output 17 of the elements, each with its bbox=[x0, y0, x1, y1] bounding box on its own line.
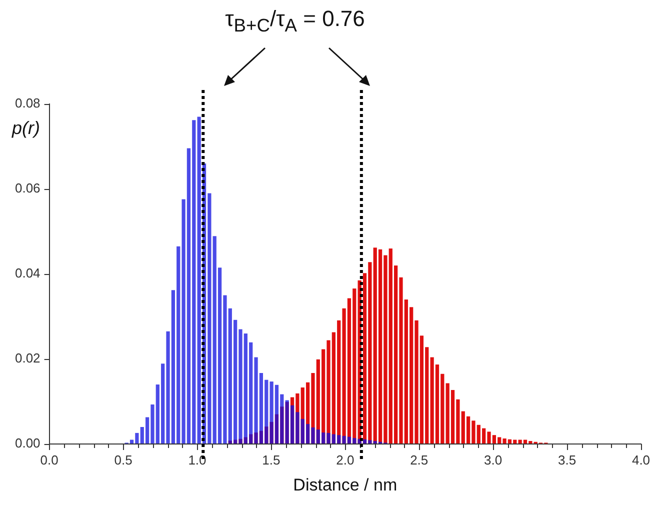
y-tick-label: 0.04 bbox=[14, 266, 40, 281]
x-tick-label: 3.0 bbox=[484, 452, 502, 468]
x-tick-label: 1.0 bbox=[188, 452, 206, 468]
x-tick-label: 1.5 bbox=[262, 452, 280, 468]
y-axis-title: p(r) bbox=[12, 118, 40, 139]
x-tick-label: 3.5 bbox=[558, 452, 576, 468]
text: τ$_{B+C}$/τ$_{A}$ = 0.76 bbox=[224, 6, 366, 36]
y-tick-label: 0.02 bbox=[14, 350, 40, 366]
y-tick-label: 0.08 bbox=[14, 96, 40, 111]
x-tick-label: 4.0 bbox=[632, 452, 650, 468]
x-tick-label: 0.0 bbox=[40, 452, 58, 468]
y-tick-label: 0.06 bbox=[14, 180, 40, 196]
x-tick-label: 2.5 bbox=[410, 452, 428, 468]
x-tick-label: 2.0 bbox=[336, 452, 354, 468]
x-tick-label: 0.5 bbox=[114, 452, 132, 468]
y-tick-label: 0.00 bbox=[14, 436, 40, 451]
x-axis-title: Distance / nm bbox=[293, 475, 398, 494]
